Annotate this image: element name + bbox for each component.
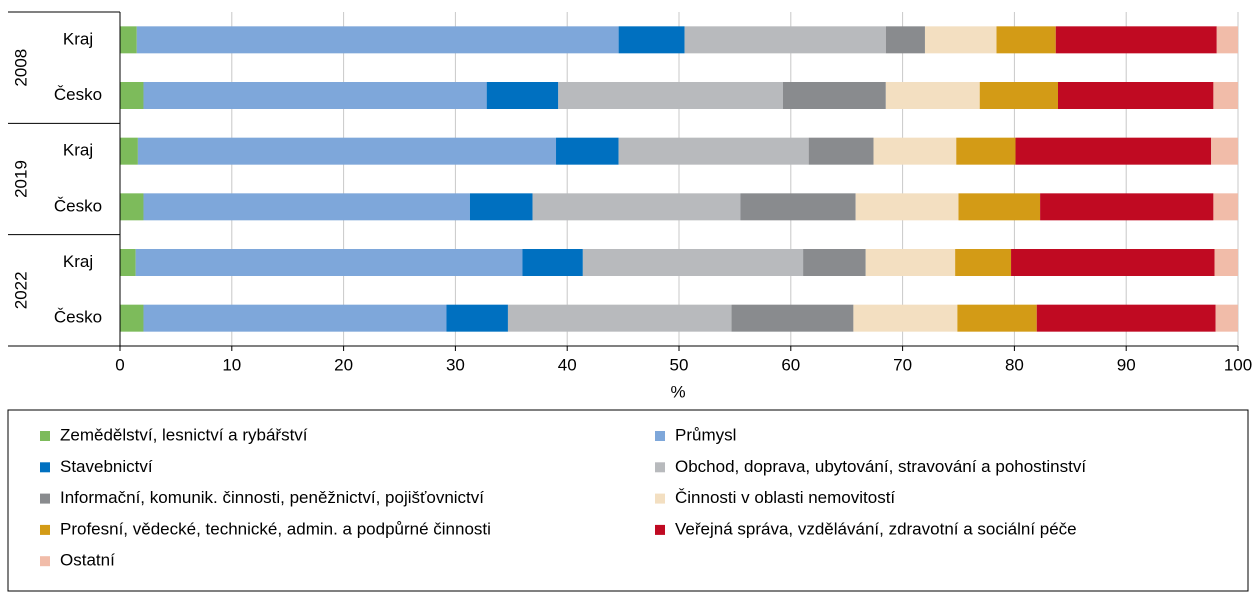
- legend-label: Profesní, vědecké, technické, admin. a p…: [60, 519, 491, 538]
- bar-segment: [955, 249, 1012, 276]
- bar-segment: [1055, 26, 1217, 54]
- category-label: Kraj: [63, 141, 93, 160]
- x-tick-label: 30: [446, 355, 465, 374]
- legend-swatch: [40, 556, 50, 567]
- bar-segment: [996, 26, 1056, 54]
- legend-swatch: [40, 524, 50, 535]
- x-tick-label: 50: [670, 355, 689, 374]
- group-label: 2008: [11, 49, 30, 87]
- category-label: Kraj: [63, 29, 93, 48]
- bar-segment: [684, 26, 886, 54]
- bar-segment: [135, 249, 523, 276]
- bar-segment: [885, 82, 980, 109]
- legend-label: Ostatní: [60, 551, 115, 570]
- bar-segment: [136, 26, 619, 54]
- group-label: 2022: [11, 271, 30, 309]
- bar-segment: [873, 137, 957, 165]
- bar-segment: [853, 304, 958, 332]
- legend-label: Činnosti v oblasti nemovitostí: [675, 488, 895, 507]
- legend-swatch: [40, 493, 50, 504]
- bar-segment: [731, 304, 854, 332]
- bar-segment: [522, 249, 583, 276]
- bar-segment: [1058, 82, 1214, 109]
- legend-label: Stavebnictví: [60, 457, 153, 476]
- bar-segment: [1211, 137, 1238, 165]
- bar-segment: [924, 26, 997, 54]
- category-label: Česko: [54, 196, 102, 215]
- legend-swatch: [655, 462, 665, 473]
- bar-segment: [507, 304, 732, 332]
- bar-segment: [582, 249, 804, 276]
- bar-segment: [143, 193, 470, 221]
- legend-swatch: [40, 431, 50, 441]
- bar-segment: [618, 26, 685, 54]
- bar-segment: [1040, 193, 1214, 221]
- bar-segment: [143, 82, 487, 109]
- bar-segment: [143, 304, 447, 332]
- legend-label: Informační, komunik. činnosti, peněžnict…: [60, 488, 484, 507]
- legend-swatch: [40, 462, 50, 473]
- bar-segment: [1213, 193, 1238, 221]
- legend-swatch: [655, 431, 665, 441]
- bar-segment: [469, 193, 533, 221]
- legend-label: Obchod, doprava, ubytování, stravování a…: [675, 457, 1086, 476]
- bar-segment: [803, 249, 866, 276]
- x-tick-label: 70: [893, 355, 912, 374]
- bar-segment: [957, 304, 1037, 332]
- bar-segment: [1214, 249, 1238, 276]
- bar-segment: [1015, 137, 1212, 165]
- bar-segment: [865, 249, 956, 276]
- category-label: Česko: [54, 308, 102, 327]
- legend-label: Veřejná správa, vzdělávání, zdravotní a …: [675, 519, 1077, 538]
- legend-label: Průmysl: [675, 425, 736, 444]
- category-label: Česko: [54, 85, 102, 104]
- category-label: Kraj: [63, 252, 93, 271]
- bar-segment: [120, 249, 136, 276]
- x-tick-label: 100: [1224, 355, 1252, 374]
- bar-segment: [979, 82, 1059, 109]
- x-tick-label: 40: [558, 355, 577, 374]
- bar-segment: [782, 82, 886, 109]
- bar-segment: [740, 193, 856, 221]
- bar-segment: [958, 193, 1041, 221]
- bar-segment: [1215, 304, 1238, 332]
- bar-segment: [120, 82, 144, 109]
- bar-segment: [120, 26, 137, 54]
- bar-segment: [855, 193, 959, 221]
- bar-segment: [532, 193, 741, 221]
- bar-segment: [1213, 82, 1238, 109]
- bar-segment: [885, 26, 925, 54]
- bar-segment: [956, 137, 1016, 165]
- x-tick-label: 60: [781, 355, 800, 374]
- bar-segment: [558, 82, 783, 109]
- x-tick-label: 0: [115, 355, 124, 374]
- bar-segment: [120, 137, 138, 165]
- bar-segment: [1036, 304, 1216, 332]
- bar-segment: [1216, 26, 1238, 54]
- bar-segment: [556, 137, 619, 165]
- bar-segment: [446, 304, 508, 332]
- bar-segment: [618, 137, 809, 165]
- bar-segment: [808, 137, 874, 165]
- legend-label: Zemědělství, lesnictví a rybářství: [60, 425, 308, 444]
- x-tick-label: 20: [334, 355, 353, 374]
- legend-swatch: [655, 493, 665, 504]
- x-axis-label: %: [670, 382, 685, 401]
- group-label: 2019: [11, 160, 30, 198]
- x-tick-label: 80: [1005, 355, 1024, 374]
- bar-segment: [1011, 249, 1215, 276]
- bar-segment: [137, 137, 557, 165]
- x-tick-label: 90: [1117, 355, 1136, 374]
- legend-swatch: [655, 524, 665, 535]
- bar-segment: [120, 193, 144, 221]
- bar-segment: [120, 304, 144, 332]
- x-tick-label: 10: [222, 355, 241, 374]
- bar-segment: [486, 82, 559, 109]
- legend-box: [7, 409, 1249, 592]
